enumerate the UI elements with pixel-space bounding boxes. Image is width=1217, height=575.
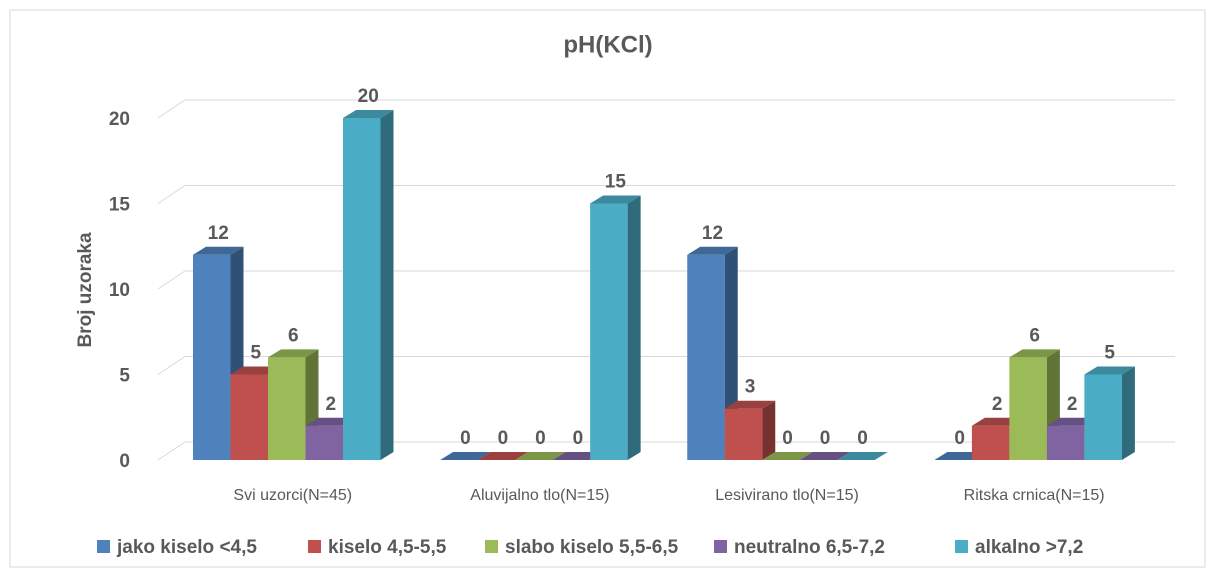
y-tick-label: 0 xyxy=(119,451,130,472)
data-label: 0 xyxy=(498,428,509,449)
grid-line xyxy=(157,356,1175,375)
grid-line xyxy=(157,441,1175,461)
bar-front xyxy=(1009,357,1047,460)
bar-top xyxy=(724,400,776,409)
bar-front xyxy=(305,425,343,460)
data-label: 2 xyxy=(325,394,336,415)
grid-line xyxy=(157,270,1175,290)
legend-label: alkalno >7,2 xyxy=(975,537,1083,558)
bar-top xyxy=(515,452,566,460)
bar-top xyxy=(590,195,641,204)
legend-label: neutralno 6,5-7,2 xyxy=(734,537,885,558)
data-label: 5 xyxy=(250,343,261,364)
bar-top xyxy=(799,452,851,460)
data-label: 2 xyxy=(1067,394,1078,415)
chart-title: pH(KCl) xyxy=(563,31,652,58)
data-label: 0 xyxy=(857,428,868,449)
bar xyxy=(799,452,851,460)
bar-top xyxy=(193,246,244,255)
bar xyxy=(440,452,491,460)
bar-top xyxy=(477,452,529,460)
data-label: 6 xyxy=(1029,325,1040,346)
bar-front xyxy=(1046,425,1085,460)
bar-side xyxy=(762,400,776,460)
bar xyxy=(343,110,394,460)
data-label: 12 xyxy=(208,223,229,244)
bar xyxy=(724,400,776,460)
data-label: 2 xyxy=(992,394,1003,415)
bar-top xyxy=(837,452,888,460)
data-label: 0 xyxy=(460,428,471,449)
bar-front xyxy=(268,357,306,460)
bar-top xyxy=(762,452,813,460)
legend-swatch xyxy=(485,540,498,553)
data-label: 0 xyxy=(954,428,965,449)
bar-front xyxy=(971,425,1010,460)
grid-line xyxy=(157,99,1175,119)
y-tick-label: 5 xyxy=(119,366,130,387)
x-tick-label: Aluvijalno tlo(N=15) xyxy=(470,487,609,504)
bar xyxy=(477,452,529,460)
data-label: 3 xyxy=(745,377,756,398)
bar-front xyxy=(590,203,628,460)
bar-side xyxy=(380,110,394,460)
y-tick-label: 20 xyxy=(109,109,130,130)
bar-front xyxy=(724,408,763,460)
bar-front xyxy=(193,254,231,460)
bar-top xyxy=(343,110,394,118)
bar-top xyxy=(1009,349,1060,358)
legend-label: slabo kiselo 5,5-6,5 xyxy=(505,537,679,558)
legend-swatch xyxy=(714,540,727,553)
bar xyxy=(762,452,813,460)
x-tick-label: Svi uzorci(N=45) xyxy=(233,487,352,504)
bar-side xyxy=(1121,366,1135,460)
bar-side xyxy=(627,195,641,460)
data-label: 0 xyxy=(782,428,793,449)
data-label: 20 xyxy=(358,86,379,107)
x-tick-label: Ritska crnica(N=15) xyxy=(964,487,1105,504)
data-label: 0 xyxy=(573,428,584,449)
x-tick-label: Lesivirano tlo(N=15) xyxy=(715,487,859,504)
data-label: 0 xyxy=(535,428,546,449)
y-tick-label: 15 xyxy=(109,195,131,216)
bar-front xyxy=(343,118,381,460)
bar xyxy=(590,195,641,460)
data-label: 5 xyxy=(1104,343,1115,364)
data-label: 12 xyxy=(702,223,723,244)
bar-front xyxy=(687,254,725,460)
bar xyxy=(1084,366,1135,460)
data-label: 0 xyxy=(820,428,831,449)
bar-top xyxy=(687,246,738,255)
legend-label: kiselo 4,5-5,5 xyxy=(328,537,447,558)
bar-top xyxy=(1084,366,1135,375)
data-label: 6 xyxy=(288,325,299,346)
legend-label: jako kiselo <4,5 xyxy=(116,537,257,558)
data-label: 15 xyxy=(605,172,627,193)
bar-front xyxy=(1084,374,1122,460)
legend-swatch xyxy=(308,540,321,553)
bar xyxy=(837,452,888,460)
y-tick-label: 10 xyxy=(109,280,130,301)
legend-swatch xyxy=(955,540,968,553)
y-axis-label: Broj uzoraka xyxy=(75,232,96,348)
legend-swatch xyxy=(97,540,110,553)
bar-front xyxy=(230,374,268,460)
bar xyxy=(515,452,566,460)
bar-top xyxy=(440,452,491,460)
grid-line xyxy=(157,185,1175,204)
bar-top xyxy=(268,349,319,358)
